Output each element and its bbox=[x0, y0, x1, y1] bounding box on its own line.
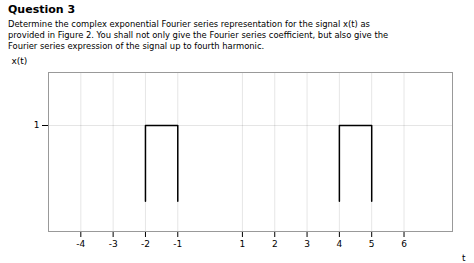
svg-text:x(t): x(t) bbox=[12, 56, 28, 66]
html-text:Determine the complex exponent: Determine the complex exponential Fourie… bbox=[8, 19, 370, 29]
svg-text:-2: -2 bbox=[141, 239, 150, 249]
svg-text:t: t bbox=[462, 253, 466, 263]
html-text:Fourier series expression of t: Fourier series expression of the signal … bbox=[8, 41, 265, 51]
svg-text:-1: -1 bbox=[173, 239, 182, 249]
html-text:Question 3: Question 3 bbox=[8, 3, 76, 16]
svg-text:-4: -4 bbox=[76, 239, 85, 249]
html-text:provided in Figure 2. You shal: provided in Figure 2. You shall not only… bbox=[8, 30, 389, 40]
svg-text:1: 1 bbox=[240, 239, 246, 249]
svg-text:6: 6 bbox=[401, 239, 407, 249]
svg-text:3: 3 bbox=[304, 239, 310, 249]
svg-text:-3: -3 bbox=[109, 239, 118, 249]
svg-text:2: 2 bbox=[272, 239, 278, 249]
svg-text:4: 4 bbox=[337, 239, 343, 249]
svg-text:1: 1 bbox=[34, 120, 40, 130]
svg-text:5: 5 bbox=[369, 239, 375, 249]
